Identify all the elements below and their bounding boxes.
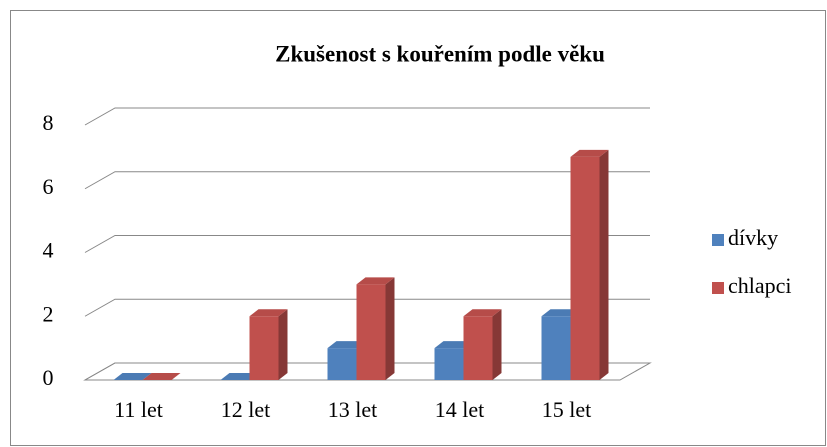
y-tick-label: 6 [43,174,54,199]
x-tick-label: 12 let [221,397,271,422]
bar-side [385,277,395,380]
x-tick-label: 14 let [435,397,485,422]
bar-front [570,156,600,380]
legend-swatch [712,234,724,246]
x-tick-label: 13 let [328,397,378,422]
legend-swatch [712,282,724,294]
bar-front [249,316,279,380]
grid-line [84,107,650,126]
x-tick-label: 15 let [542,397,592,422]
bar-top [220,373,259,380]
legend-label: chlapci [728,273,792,298]
grid-line [84,298,650,317]
bar [570,149,609,380]
bar [142,373,181,380]
bar-side [492,309,502,380]
bar [249,309,288,380]
bar-top [570,149,609,157]
chart-title: Zkušenost s kouřením podle věku [275,41,605,66]
grid-line [84,171,650,190]
y-tick-label: 4 [43,238,54,263]
bar-front [356,284,386,380]
y-tick-label: 2 [43,301,54,326]
bar-top [327,341,366,349]
bar-front [541,316,571,380]
grid-line [84,235,650,253]
bar [220,373,259,380]
bar-side [278,309,288,380]
bar-top [356,277,395,285]
bar [356,277,395,380]
bar-front [327,348,357,380]
bar-front [434,348,464,380]
legend-label: dívky [728,225,778,250]
y-tick-label: 8 [43,110,54,135]
bar-top [434,341,473,349]
bar-top [463,309,502,317]
bar-top [142,373,181,380]
bar-top [249,309,288,317]
bar-top [113,373,152,380]
bar-side [599,149,609,380]
x-tick-label: 11 let [114,397,163,422]
y-tick-label: 0 [43,365,54,390]
bar [113,373,152,380]
bar-front [463,316,493,380]
bar [463,309,502,380]
bar-top [541,309,580,317]
